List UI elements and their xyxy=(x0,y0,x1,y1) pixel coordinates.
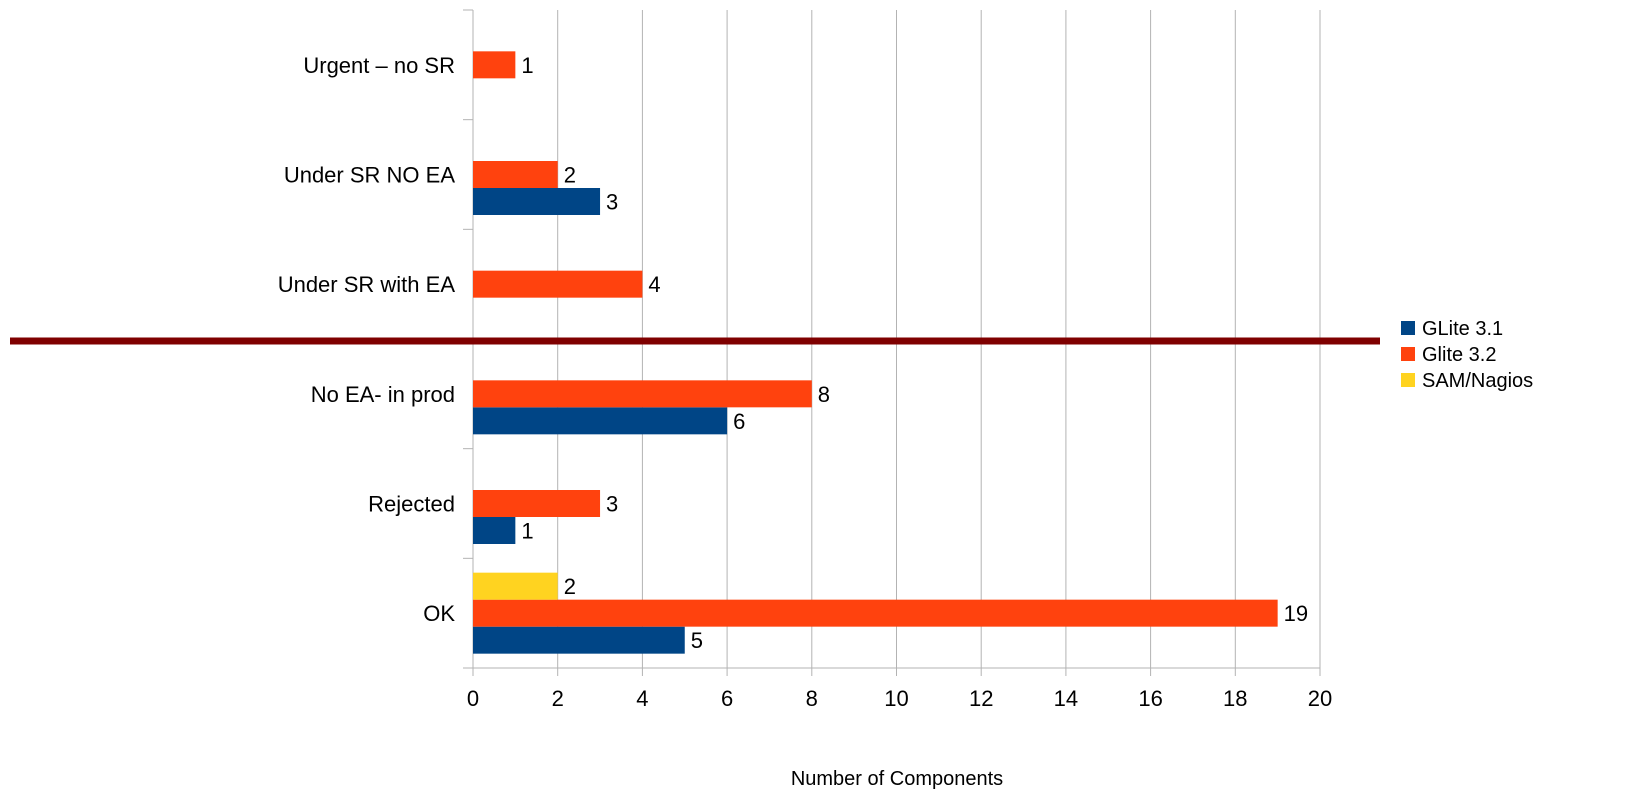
x-tick-label: 0 xyxy=(467,686,479,711)
x-tick-label: 8 xyxy=(806,686,818,711)
legend-swatch xyxy=(1401,373,1415,387)
category-label: Under SR with EA xyxy=(278,272,456,297)
legend-label: SAM/Nagios xyxy=(1422,370,1533,392)
value-label: 2 xyxy=(564,574,576,599)
bar xyxy=(473,490,601,517)
bar xyxy=(473,407,728,435)
value-label: 1 xyxy=(521,519,533,544)
category-label: Rejected xyxy=(368,492,455,517)
x-tick-labels: 0 2 4 6 8 10 12 14 16 18 20 xyxy=(467,686,1332,711)
value-label: 5 xyxy=(691,628,703,653)
category-labels: OK Rejected No EA- in prod Under SR with EA… xyxy=(278,53,456,626)
legend-swatch xyxy=(1401,347,1415,361)
value-label: 19 xyxy=(1284,601,1308,626)
legend-label: Glite 3.2 xyxy=(1422,344,1496,366)
value-label: 8 xyxy=(818,382,830,407)
value-labels: 5 19 2 1 3 6 8 4 3 2 1 xyxy=(521,53,1308,653)
x-tick-label: 2 xyxy=(552,686,564,711)
value-label: 3 xyxy=(606,190,618,215)
x-tick-label: 18 xyxy=(1223,686,1247,711)
bar xyxy=(473,270,643,298)
value-label: 4 xyxy=(648,272,660,297)
bar xyxy=(473,599,1278,627)
legend-label: GLite 3.1 xyxy=(1422,318,1503,340)
x-tick-label: 10 xyxy=(884,686,908,711)
category-label: Urgent – no SR xyxy=(303,53,455,78)
x-tick-label: 16 xyxy=(1138,686,1162,711)
bar xyxy=(473,188,601,215)
bar xyxy=(473,51,516,79)
bars-group xyxy=(473,51,1278,654)
bar xyxy=(473,517,516,544)
category-label: Under SR NO EA xyxy=(284,163,455,188)
value-label: 6 xyxy=(733,409,745,434)
bar xyxy=(473,161,558,188)
bar xyxy=(473,572,558,600)
value-label: 2 xyxy=(564,163,576,188)
bar xyxy=(473,380,812,408)
x-tick-label: 6 xyxy=(721,686,733,711)
x-tick-label: 12 xyxy=(969,686,993,711)
bar xyxy=(473,626,685,654)
value-label: 3 xyxy=(606,492,618,517)
x-tick-label: 14 xyxy=(1054,686,1078,711)
x-tick-label: 20 xyxy=(1308,686,1332,711)
category-label: No EA- in prod xyxy=(311,382,455,407)
category-label: OK xyxy=(423,601,455,626)
legend-swatch xyxy=(1401,321,1415,335)
x-axis-title: Number of Components xyxy=(791,768,1003,790)
value-label: 1 xyxy=(521,53,533,78)
x-tick-label: 4 xyxy=(636,686,648,711)
legend: GLite 3.1 Glite 3.2 SAM/Nagios xyxy=(1401,318,1533,392)
